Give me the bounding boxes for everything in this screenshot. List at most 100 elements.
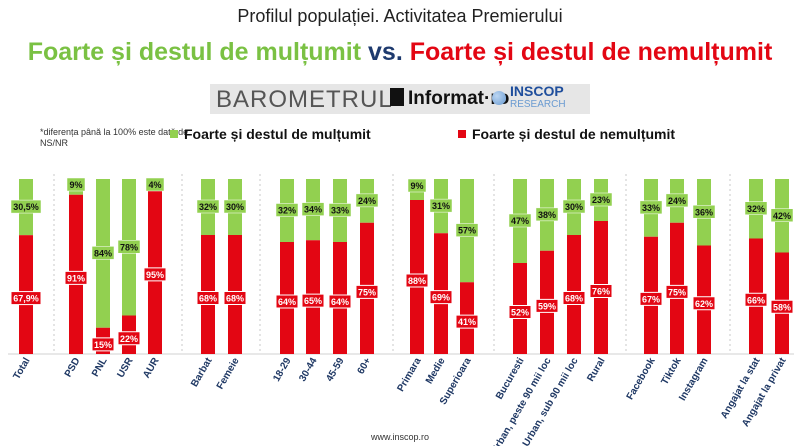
category-label: 18-29 <box>271 356 294 384</box>
category-label: Rural <box>585 356 607 384</box>
label-box-satisfied <box>508 213 532 228</box>
chart-supertitle: Profilul populației. Activitatea Premier… <box>237 6 563 26</box>
label-box-dissatisfied <box>770 299 794 314</box>
category-label: AUR <box>141 355 162 380</box>
data-label-dissatisfied: 76% <box>592 287 610 297</box>
label-box-satisfied <box>535 207 559 222</box>
data-label-satisfied: 32% <box>747 204 765 214</box>
data-label-dissatisfied: 75% <box>358 287 376 297</box>
data-label-dissatisfied: 15% <box>94 340 112 350</box>
data-label-dissatisfied: 64% <box>278 297 296 307</box>
label-box-satisfied <box>407 178 427 193</box>
label-box-dissatisfied <box>639 291 663 306</box>
data-label-satisfied: 9% <box>69 180 82 190</box>
data-label-dissatisfied: 68% <box>565 294 583 304</box>
barometrul-logo: BAROMETRUL <box>216 86 393 113</box>
legend-swatch-red <box>458 130 466 138</box>
informat-icon <box>390 88 404 106</box>
data-label-dissatisfied: 88% <box>408 276 426 286</box>
label-box-satisfied <box>770 208 794 222</box>
label-box-dissatisfied <box>10 291 42 306</box>
legend-item-satisfied: Foarte și destul de mulțumit <box>170 126 371 142</box>
data-label-satisfied: 4% <box>148 180 161 190</box>
data-label-satisfied: 57% <box>458 226 476 236</box>
data-label-satisfied: 47% <box>511 216 529 226</box>
legend-item-dissatisfied: Foarte și destul de nemulțumit <box>458 126 675 142</box>
label-box-dissatisfied <box>535 298 559 313</box>
label-box-satisfied <box>66 177 86 192</box>
label-box-dissatisfied <box>301 293 325 308</box>
label-box-dissatisfied <box>429 290 453 305</box>
data-label-dissatisfied: 68% <box>226 294 244 304</box>
data-label-satisfied: 78% <box>120 242 138 252</box>
label-box-satisfied <box>665 193 689 208</box>
label-box-dissatisfied <box>665 284 689 299</box>
data-label-satisfied: 23% <box>592 195 610 205</box>
data-label-satisfied: 9% <box>410 181 423 191</box>
data-label-dissatisfied: 67,9% <box>13 294 39 304</box>
label-box-dissatisfied <box>455 314 479 329</box>
footer-url: www.inscop.ro <box>370 432 430 442</box>
data-label-satisfied: 38% <box>538 210 556 220</box>
data-label-dissatisfied: 68% <box>199 294 217 304</box>
label-box-satisfied <box>223 199 247 214</box>
data-label-satisfied: 24% <box>668 196 686 206</box>
brand-bar: BAROMETRUL Informat·ro INSCOP RESEARCH <box>210 84 590 114</box>
data-label-dissatisfied: 65% <box>304 296 322 306</box>
label-box-dissatisfied <box>64 270 88 285</box>
inscop-logo: INSCOP RESEARCH <box>492 83 566 111</box>
data-label-dissatisfied: 59% <box>538 301 556 311</box>
label-box-satisfied <box>91 246 115 260</box>
label-box-dissatisfied <box>143 267 167 282</box>
label-box-satisfied <box>692 205 716 219</box>
category-label: 60+ <box>356 356 374 376</box>
data-label-dissatisfied: 52% <box>511 308 529 318</box>
data-label-dissatisfied: 66% <box>747 295 765 305</box>
category-label: 30-44 <box>297 356 320 384</box>
data-label-satisfied: 33% <box>331 206 349 216</box>
data-label-satisfied: 32% <box>278 206 296 216</box>
label-box-dissatisfied <box>91 337 115 352</box>
headline-satisfied: Foarte și destul de mulțumit <box>27 38 362 66</box>
label-box-satisfied <box>589 192 613 207</box>
label-box-dissatisfied <box>223 291 247 305</box>
label-box-satisfied <box>355 193 379 208</box>
inscop-name: INSCOP <box>510 83 564 99</box>
label-box-satisfied <box>196 199 220 214</box>
label-box-satisfied <box>744 201 768 215</box>
data-label-dissatisfied: 41% <box>458 317 476 327</box>
label-box-dissatisfied <box>405 273 429 288</box>
data-label-satisfied: 34% <box>304 205 322 215</box>
legend-label-dissatisfied: Foarte și destul de nemulțumit <box>472 126 676 142</box>
data-label-satisfied: 36% <box>695 207 713 217</box>
category-label: 45-59 <box>324 356 347 384</box>
label-box-dissatisfied <box>562 291 586 305</box>
data-label-dissatisfied: 67% <box>642 294 660 304</box>
category-label: Femeie <box>215 356 242 392</box>
data-label-dissatisfied: 64% <box>331 297 349 307</box>
data-label-dissatisfied: 75% <box>668 287 686 297</box>
headline-vs: vs. <box>368 38 403 66</box>
data-label-satisfied: 24% <box>358 196 376 206</box>
data-label-dissatisfied: 58% <box>773 302 791 312</box>
category-label: PSD <box>63 356 83 379</box>
label-box-satisfied <box>301 202 325 216</box>
label-box-dissatisfied <box>117 331 141 346</box>
label-box-dissatisfied <box>328 294 352 309</box>
label-box-satisfied <box>455 223 479 237</box>
label-box-dissatisfied <box>508 305 532 319</box>
label-box-dissatisfied <box>589 284 613 298</box>
label-box-dissatisfied <box>744 292 768 307</box>
category-label: USR <box>116 355 136 379</box>
data-label-dissatisfied: 69% <box>432 293 450 303</box>
category-label: Medie <box>424 356 448 386</box>
inscop-subtitle: RESEARCH <box>510 99 566 110</box>
label-box-satisfied <box>429 198 453 213</box>
informat-text: Informat·ro <box>408 88 510 109</box>
globe-icon <box>492 91 506 105</box>
data-label-dissatisfied: 91% <box>67 273 85 283</box>
data-label-satisfied: 30% <box>565 202 583 212</box>
label-box-satisfied <box>275 203 299 217</box>
data-label-dissatisfied: 95% <box>146 270 164 280</box>
